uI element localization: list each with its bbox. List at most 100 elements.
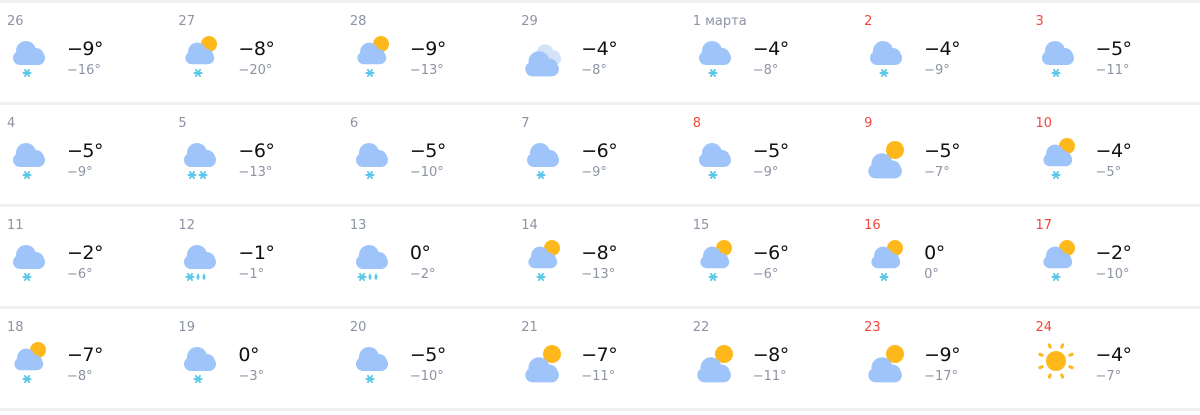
day-label: 16	[864, 218, 881, 233]
day-cell[interactable]: 7 −6° −9°	[514, 105, 685, 204]
day-temperature: −6°	[238, 140, 275, 162]
day-cell[interactable]: 16 0° 0°	[857, 207, 1028, 306]
day-temperature: −5°	[924, 140, 961, 162]
day-temperature: −4°	[924, 38, 961, 60]
day-label: 13	[349, 218, 367, 233]
day-temperature: 0°	[238, 344, 260, 366]
day-temperature: −8°	[752, 344, 790, 366]
day-temperature: −7°	[67, 344, 104, 366]
week-row: 26 −9° −16° 27 −8° −20° 28 −9° −13° 29 −4° …	[0, 0, 1200, 102]
day-temperature: 0°	[409, 242, 431, 264]
day-temperature: −4°	[1095, 140, 1133, 162]
day-temperature: 0°	[924, 242, 945, 264]
day-temperature: −5°	[409, 344, 447, 366]
day-cell[interactable]: 1 марта −4° −8°	[686, 3, 857, 102]
sunny-icon	[1037, 343, 1074, 379]
day-temperature: −5°	[752, 140, 790, 162]
day-cell[interactable]: 18 −7° −8°	[0, 309, 171, 408]
day-cell[interactable]: 20 −5° −10°	[343, 309, 514, 408]
day-cell[interactable]: 11 −2° −6°	[0, 207, 171, 306]
day-label: 6	[349, 116, 359, 131]
cloud-snow-icon	[527, 143, 560, 179]
day-cell[interactable]: 5 −6° −13°	[171, 105, 342, 204]
day-temperature: −9°	[67, 38, 104, 60]
cloud-snow-icon	[13, 41, 45, 77]
day-cell[interactable]: 28 −9° −13°	[343, 3, 514, 102]
day-cell[interactable]: 21 −7° −11°	[514, 309, 685, 408]
night-temperature: −20°	[238, 63, 273, 78]
day-temperature: −9°	[409, 38, 447, 60]
day-label: 11	[7, 218, 24, 233]
day-cell[interactable]: 6 −5° −10°	[343, 105, 514, 204]
day-label: 24	[1035, 320, 1053, 335]
partly-cloudy-snow-icon	[528, 240, 561, 281]
cloud-snow-icon	[698, 143, 731, 179]
day-cell[interactable]: 27 −8° −20°	[171, 3, 342, 102]
day-temperature: −4°	[752, 38, 790, 60]
day-cell[interactable]: 24 −4° −7°	[1029, 309, 1200, 408]
day-cell[interactable]: 2 −4° −9°	[857, 3, 1028, 102]
day-label: 29	[521, 14, 538, 29]
night-temperature: −10°	[409, 165, 444, 180]
night-temperature: −2°	[409, 267, 436, 282]
day-label: 4	[7, 116, 16, 131]
night-temperature: −3°	[238, 369, 265, 384]
night-temperature: −6°	[67, 267, 93, 282]
night-temperature: 0°	[924, 267, 939, 282]
day-label: 27	[178, 14, 195, 29]
day-label: 22	[692, 320, 710, 335]
day-temperature: −8°	[238, 38, 275, 60]
partly-cloudy-icon	[868, 345, 905, 383]
day-label: 15	[692, 218, 710, 233]
day-cell[interactable]: 29 −4° −8°	[514, 3, 685, 102]
day-temperature: −7°	[581, 344, 618, 366]
day-temperature: −6°	[581, 140, 618, 162]
day-label: 20	[349, 320, 367, 335]
day-cell[interactable]: 26 −9° −16°	[0, 3, 171, 102]
partly-cloudy-snow-icon	[1042, 240, 1075, 281]
night-temperature: −9°	[924, 63, 950, 78]
cloud-snow-icon	[13, 245, 45, 281]
night-temperature: −8°	[752, 63, 779, 78]
day-label: 23	[864, 320, 881, 335]
day-temperature: −5°	[1095, 38, 1133, 60]
cloud-snow-icon	[355, 143, 388, 179]
day-cell[interactable]: 13 0° −2°	[343, 207, 514, 306]
day-cell[interactable]: 12 −1° −1°	[171, 207, 342, 306]
day-temperature: −1°	[238, 242, 275, 264]
night-temperature: −10°	[1095, 267, 1130, 282]
day-label: 9	[864, 116, 873, 131]
night-temperature: −8°	[581, 63, 607, 78]
day-label: 8	[692, 116, 701, 131]
day-cell[interactable]: 9 −5° −7°	[857, 105, 1028, 204]
cloud-heavy-snow-icon	[184, 143, 217, 179]
day-cell[interactable]: 4 −5° −9°	[0, 105, 171, 204]
day-cell[interactable]: 17 −2° −10°	[1029, 207, 1200, 306]
day-label: 19	[178, 320, 195, 335]
day-temperature: −2°	[1095, 242, 1133, 264]
cloud-snow-icon	[355, 347, 388, 383]
night-temperature: −7°	[924, 165, 950, 180]
night-temperature: −13°	[238, 165, 273, 180]
cloud-snow-icon	[1041, 41, 1074, 77]
day-cell[interactable]: 3 −5° −11°	[1029, 3, 1200, 102]
day-cell[interactable]: 22 −8° −11°	[686, 309, 857, 408]
day-label: 28	[349, 14, 367, 29]
partly-cloudy-snow-icon	[871, 240, 904, 281]
day-cell[interactable]: 15 −6° −6°	[686, 207, 857, 306]
day-cell[interactable]: 23 −9° −17°	[857, 309, 1028, 408]
day-temperature: −5°	[409, 140, 447, 162]
overcast-icon	[525, 44, 562, 77]
day-cell[interactable]: 8 −5° −9°	[686, 105, 857, 204]
day-label: 26	[7, 14, 24, 29]
day-cell[interactable]: 19 0° −3°	[171, 309, 342, 408]
day-cell[interactable]: 10 −4° −5°	[1029, 105, 1200, 204]
day-label: 12	[178, 218, 195, 233]
day-temperature: −6°	[752, 242, 790, 264]
week-row: 4 −5° −9° 5 −6° −13° 6 −5° −10° 7 −6° −9° 8 …	[0, 102, 1200, 204]
day-cell[interactable]: 14 −8° −13°	[514, 207, 685, 306]
night-temperature: −13°	[581, 267, 616, 282]
partly-cloudy-icon	[525, 345, 562, 383]
cloud-snow-icon	[184, 347, 217, 383]
